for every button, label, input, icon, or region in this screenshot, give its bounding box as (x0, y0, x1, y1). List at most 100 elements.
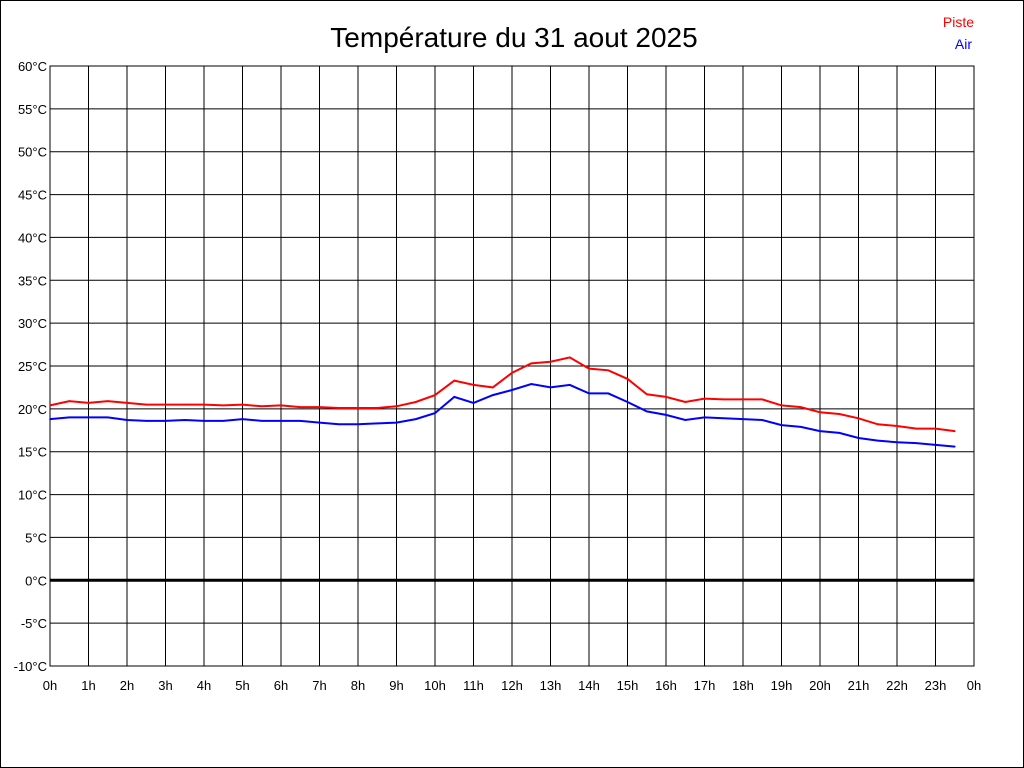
data-point-air (106, 416, 109, 419)
data-point-air (222, 420, 225, 422)
data-point-piste (934, 427, 937, 430)
data-point-piste (549, 360, 552, 363)
data-point-air (568, 384, 571, 386)
data-point-piste (568, 356, 571, 359)
data-point-piste (838, 413, 841, 415)
data-point-piste (126, 402, 128, 404)
data-point-air (896, 441, 898, 444)
data-point-piste (761, 398, 764, 401)
y-tick-label: 5°C (25, 530, 47, 545)
data-point-piste (819, 411, 821, 414)
data-point-air (626, 401, 629, 403)
data-point-piste (337, 407, 340, 409)
data-point-air (511, 389, 513, 391)
data-point-piste (145, 403, 148, 406)
data-point-air (337, 423, 340, 426)
data-point-air (126, 419, 128, 421)
x-tick-label: 12h (501, 678, 523, 693)
data-point-air (684, 419, 687, 421)
data-point-air (318, 421, 321, 424)
data-point-air (68, 416, 71, 419)
data-point-piste (318, 406, 321, 408)
data-point-piste (511, 372, 513, 374)
data-point-air (665, 414, 667, 416)
data-point-piste (530, 362, 533, 365)
y-tick-label: 55°C (18, 102, 47, 117)
legend-piste: Piste (943, 14, 974, 30)
x-tick-label: 23h (925, 678, 947, 693)
y-tick-label: 25°C (18, 359, 47, 374)
x-tick-label: 17h (694, 678, 716, 693)
data-point-air (742, 418, 744, 420)
data-point-piste (357, 407, 359, 409)
data-point-air (838, 432, 841, 434)
x-tick-label: 11h (463, 678, 484, 693)
data-point-piste (87, 402, 90, 404)
data-point-piste (896, 425, 898, 427)
y-tick-label: 20°C (18, 402, 47, 417)
data-point-air (145, 420, 148, 422)
data-point-air (934, 444, 937, 446)
data-point-air (857, 437, 860, 439)
data-point-air (260, 420, 263, 422)
data-point-piste (491, 386, 494, 389)
y-tick-label: 40°C (18, 230, 47, 245)
data-point-piste (453, 379, 456, 382)
data-point-piste (684, 401, 687, 403)
x-tick-label: 22h (886, 678, 908, 693)
data-point-air (472, 402, 475, 404)
y-tick-label: 30°C (18, 316, 47, 331)
x-tick-label: 14h (578, 678, 600, 693)
data-point-air (376, 422, 379, 425)
data-point-piste (953, 430, 956, 432)
x-tick-label: 1h (81, 678, 95, 693)
x-tick-label: 2h (120, 678, 134, 693)
x-tick-label: 18h (732, 678, 754, 693)
y-tick-label: 60°C (18, 59, 47, 74)
data-point-piste (183, 403, 186, 406)
data-point-piste (626, 378, 629, 380)
data-point-piste (780, 404, 783, 407)
data-point-piste (588, 367, 590, 370)
data-point-piste (472, 384, 475, 386)
data-point-air (876, 439, 879, 442)
series-line-piste (49, 356, 955, 433)
data-point-piste (260, 405, 263, 408)
legend-air: Air (955, 36, 972, 52)
y-tick-label: 0°C (25, 573, 47, 588)
data-point-piste (645, 393, 648, 396)
x-tick-label: 21h (848, 678, 870, 693)
y-tick-label: 50°C (18, 145, 47, 160)
data-point-piste (68, 400, 71, 402)
data-point-air (953, 445, 956, 448)
data-point-piste (857, 417, 860, 420)
data-point-air (395, 421, 398, 424)
data-point-air (299, 420, 302, 422)
x-tick-label: 15h (617, 678, 639, 693)
data-point-air (722, 417, 725, 420)
data-point-piste (280, 404, 282, 407)
x-tick-label: 5h (235, 678, 249, 693)
data-point-air (915, 442, 918, 444)
data-point-air (799, 426, 802, 428)
x-tick-label: 8h (351, 678, 365, 693)
x-tick-label: 19h (771, 678, 793, 693)
data-point-piste (395, 405, 398, 408)
x-tick-label: 9h (389, 678, 403, 693)
y-tick-label: 15°C (18, 445, 47, 460)
y-tick-label: -5°C (21, 616, 47, 631)
x-tick-label: 0h (967, 678, 981, 693)
data-point-air (703, 416, 706, 419)
data-point-air (280, 420, 282, 422)
data-point-piste (241, 403, 244, 406)
data-point-piste (434, 394, 436, 396)
x-tick-label: 16h (655, 678, 677, 693)
data-point-air (588, 392, 590, 395)
data-point-air (530, 383, 533, 385)
data-point-air (357, 423, 359, 426)
data-point-air (87, 416, 90, 419)
data-point-air (645, 410, 648, 413)
data-point-piste (915, 427, 918, 430)
chart-title: Température du 31 aout 2025 (330, 22, 697, 53)
